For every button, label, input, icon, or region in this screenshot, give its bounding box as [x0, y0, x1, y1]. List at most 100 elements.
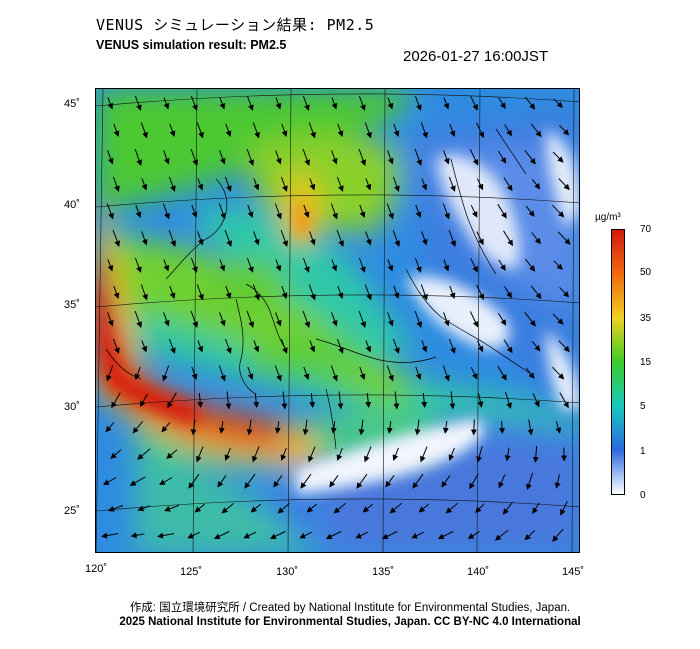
wind-arrow [449, 391, 456, 410]
wind-arrow [302, 257, 310, 273]
wind-arrow [303, 204, 310, 219]
wind-arrow [190, 419, 197, 436]
wind-arrow [107, 312, 114, 327]
wind-arrow [137, 505, 150, 512]
wind-arrow [475, 503, 485, 514]
wind-arrow [308, 446, 316, 463]
wind-arrow [197, 178, 204, 191]
lat-tick-label: 40˚ [64, 199, 80, 211]
wind-arrow [392, 338, 400, 354]
wind-arrow [387, 150, 394, 165]
wind-arrow [273, 475, 283, 488]
wind-arrow [224, 229, 233, 247]
wind-arrow [387, 259, 394, 272]
wind-arrow [190, 257, 198, 273]
wind-arrow [105, 422, 115, 433]
wind-arrow [525, 258, 536, 272]
wind-arrow [504, 447, 511, 462]
wind-arrow [134, 148, 143, 166]
wind-arrow [134, 310, 143, 328]
wind-arrow [476, 231, 484, 246]
lon-tick-label: 140˚ [467, 566, 490, 578]
wind-arrow [224, 176, 232, 192]
wind-arrow [336, 447, 343, 461]
wind-arrow [169, 123, 176, 138]
wind-arrow [386, 421, 393, 434]
wind-arrow [393, 123, 400, 138]
wind-arrow [303, 366, 310, 381]
parallel-line [96, 394, 579, 408]
lon-tick-label: 125˚ [180, 566, 203, 578]
wind-arrow [275, 259, 282, 272]
wind-arrow [449, 123, 456, 138]
wind-arrow [553, 260, 563, 271]
colorbar-label: 50 [640, 267, 652, 278]
meridian-line [382, 89, 386, 552]
wind-arrow [140, 122, 148, 139]
wind-arrow [359, 204, 366, 219]
wind-arrow [309, 178, 316, 191]
wind-arrow [157, 532, 174, 539]
pm25-map[interactable] [95, 88, 580, 553]
wind-arrow [552, 528, 564, 542]
wind-arrow [442, 203, 450, 220]
wind-arrow [470, 419, 477, 436]
lon-tick-label: 135˚ [372, 566, 395, 578]
wind-arrow [364, 446, 372, 463]
wind-arrow [110, 449, 122, 459]
lat-tick-label: 45˚ [64, 98, 80, 110]
coastlines [105, 128, 532, 450]
wind-arrow [554, 474, 561, 489]
wind-arrow [108, 504, 124, 512]
wind-arrow [365, 231, 372, 246]
colorbar-label: 35 [640, 313, 652, 324]
credit-text: 作成: 国立環境研究所 / Created by National Instit… [129, 602, 571, 614]
wind-arrow [299, 531, 313, 539]
wind-arrow [414, 419, 421, 436]
wind-arrow [502, 501, 513, 515]
lat-tick-label: 35˚ [64, 299, 80, 311]
wind-arrow [497, 312, 507, 326]
colorbar-label: 5 [640, 401, 646, 412]
wind-arrow [218, 203, 226, 220]
wind-arrow [358, 148, 367, 166]
wind-arrow [196, 284, 204, 301]
wind-arrow [274, 365, 282, 382]
pm25-map-canvas [96, 89, 579, 552]
wind-arrow [558, 340, 570, 353]
wind-arrow [134, 366, 141, 381]
wind-arrow [309, 392, 316, 408]
forecast-timestamp: 2026-01-27 16:00JST [403, 48, 549, 65]
wind-arrow [559, 392, 569, 409]
wind-arrow [358, 95, 366, 111]
wind-arrow [159, 477, 173, 485]
wind-arrow [414, 95, 422, 111]
wind-arrow [274, 203, 282, 220]
wind-arrow [309, 340, 316, 353]
wind-arrow [525, 96, 536, 110]
wind-arrow [498, 97, 506, 109]
wind-arrow [331, 97, 338, 110]
wind-arrow [532, 393, 540, 408]
parallel-line [96, 93, 579, 107]
colorbar [611, 229, 625, 495]
wind-arrow [560, 501, 568, 516]
wind-arrow [219, 150, 226, 165]
wind-arrow [525, 367, 535, 379]
wind-arrow [163, 97, 170, 110]
wind-arrow [330, 365, 338, 382]
wind-arrow [247, 366, 254, 381]
wind-arrow [443, 312, 450, 327]
wind-arrow [112, 176, 120, 192]
wind-arrow [188, 473, 200, 489]
wind-arrow [331, 312, 338, 327]
wind-arrow [469, 149, 479, 166]
wind-arrow [134, 257, 142, 273]
wind-arrow [252, 284, 260, 301]
wind-arrow [525, 205, 535, 217]
wind-arrow [358, 419, 365, 436]
wind-arrow [469, 311, 479, 328]
wind-arrow [162, 365, 170, 382]
wind-arrow [418, 503, 429, 513]
wind-arrow [129, 476, 146, 486]
